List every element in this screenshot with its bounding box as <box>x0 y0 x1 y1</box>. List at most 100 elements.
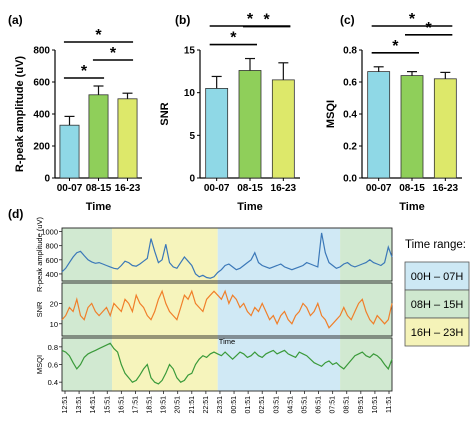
y-tick-label: 400 <box>33 110 50 121</box>
x-tick-label: 04:51 <box>287 396 294 414</box>
legend-title: Time range: <box>405 239 466 251</box>
x-axis-label: Time <box>86 201 111 213</box>
series-line <box>61 342 393 385</box>
significance-star: * <box>81 63 88 80</box>
x-tick-label: 07:51 <box>330 396 337 414</box>
x-tick-label: 16-23 <box>271 183 297 194</box>
y-axis-label: MSQI <box>325 100 337 128</box>
x-tick-label: 16-23 <box>115 183 141 194</box>
bar <box>400 75 424 179</box>
bar-chart-c: 0.0 0.2 0.4 0.6 0.8 00-07 08-15 16-23 Time MSQI * *… <box>325 11 462 213</box>
legend-label-0815: 08H – 15H <box>411 299 464 311</box>
x-tick-label: 00:51 <box>231 396 238 414</box>
x-tick-label: 00-07 <box>204 183 230 194</box>
y-tick-label: 0.2 <box>343 142 357 153</box>
bar <box>59 124 80 179</box>
legend-swatch-1623 <box>404 317 470 347</box>
y-axis-label: SNR <box>35 301 44 317</box>
panel-label-c: (c) <box>340 13 355 27</box>
x-tick-label: 09:51 <box>358 396 365 414</box>
y-tick-label: 20 <box>50 299 58 308</box>
y-tick-label: 0.6 <box>343 78 357 89</box>
significance-star: * <box>247 11 254 28</box>
x-tick-label: 20:51 <box>175 396 182 414</box>
y-tick-label: 0 <box>44 174 50 185</box>
bar <box>88 94 109 179</box>
panel-label-a: (a) <box>8 13 23 27</box>
x-tick-label: 08:51 <box>344 396 351 414</box>
x-tick-label: 00-07 <box>57 183 83 194</box>
x-tick-label: 08-15 <box>399 183 425 194</box>
y-tick-label: 10 <box>184 88 196 99</box>
panel-label-b: (b) <box>175 13 190 27</box>
y-tick-label: 1000 <box>41 228 58 237</box>
significance-star: * <box>409 11 416 28</box>
y-tick-label: 0.8 <box>48 343 58 352</box>
y-tick-label: 800 <box>45 242 58 251</box>
time-band <box>340 228 392 391</box>
y-axis-label: R-peak amplitude (uV) <box>35 216 44 292</box>
significance-star: * <box>392 38 399 55</box>
y-tick-label: 15 <box>184 46 196 57</box>
x-tick-label: 13:51 <box>76 396 83 414</box>
x-tick-label: 19:51 <box>161 396 168 414</box>
y-tick-label: 600 <box>45 256 58 265</box>
x-tick-label: 21:51 <box>189 396 196 414</box>
y-tick-label: 0.0 <box>343 174 357 185</box>
bar-chart-a: 0 200 400 600 800 00-07 08-15 16-23 Time R-peak a… <box>14 27 142 213</box>
significance-star: * <box>230 30 237 47</box>
x-tick-label: 01:51 <box>245 396 252 414</box>
x-tick-label: 10:51 <box>372 396 379 414</box>
y-axis-label: SNR <box>159 102 171 125</box>
bar <box>367 71 391 179</box>
subplot-frame <box>61 227 393 282</box>
series-line <box>61 232 393 279</box>
bar-chart-b: 0 5 10 15 00-07 08-15 16-23 Time SNR * * * <box>159 11 300 213</box>
x-tick-label: 11:51 <box>386 396 393 413</box>
y-tick-label: 0.6 <box>48 361 58 370</box>
legend-label-0007: 00H – 07H <box>411 271 464 283</box>
x-tick-label: 08-15 <box>237 183 263 194</box>
y-tick-label: 5 <box>189 131 195 142</box>
legend-label-1623: 16H – 23H <box>411 327 464 339</box>
y-axis-label: R-peak amplitude (uV) <box>14 56 26 172</box>
x-tick-label: 06:51 <box>316 396 323 414</box>
x-tick-label: 05:51 <box>301 396 308 414</box>
bar <box>433 78 457 179</box>
series-line <box>61 289 393 329</box>
x-tick-label: 03:51 <box>273 396 280 414</box>
time-band <box>112 228 218 391</box>
y-tick-label: 0.4 <box>343 110 357 121</box>
y-tick-label: 10 <box>50 320 58 329</box>
panel-label-d: (d) <box>8 207 23 221</box>
legend-swatch-0815 <box>404 289 470 319</box>
x-tick-label: 17:51 <box>132 396 139 414</box>
significance-star: * <box>264 12 271 29</box>
x-tick-label: 08-15 <box>86 183 112 194</box>
bar <box>117 98 138 179</box>
x-axis-label: Time <box>237 201 262 213</box>
bar <box>271 79 295 179</box>
subplot-frame <box>61 282 393 337</box>
x-tick-label: 00-07 <box>366 183 392 194</box>
y-tick-label: 0 <box>189 174 195 185</box>
y-tick-label: 0.8 <box>343 46 357 57</box>
legend-swatch-0007 <box>404 261 470 291</box>
y-tick-label: 200 <box>33 142 50 153</box>
y-tick-label: 600 <box>33 78 50 89</box>
x-tick-label: 16-23 <box>433 183 459 194</box>
x-tick-label: 16:51 <box>118 396 125 414</box>
x-tick-label: 12:51 <box>62 396 69 414</box>
y-tick-label: 0.4 <box>48 378 58 387</box>
x-axis-label: Time <box>219 337 235 346</box>
significance-star: * <box>110 45 117 62</box>
x-axis-label: Time <box>399 201 424 213</box>
x-tick-label: 02:51 <box>259 396 266 414</box>
significance-star: * <box>95 27 102 44</box>
y-tick-label: 400 <box>45 270 58 279</box>
time-range-legend: Time range: 00H – 07H 08H – 15H 16H – 23… <box>404 239 470 347</box>
y-axis-label: MSQI <box>35 355 44 374</box>
bar <box>205 88 229 179</box>
